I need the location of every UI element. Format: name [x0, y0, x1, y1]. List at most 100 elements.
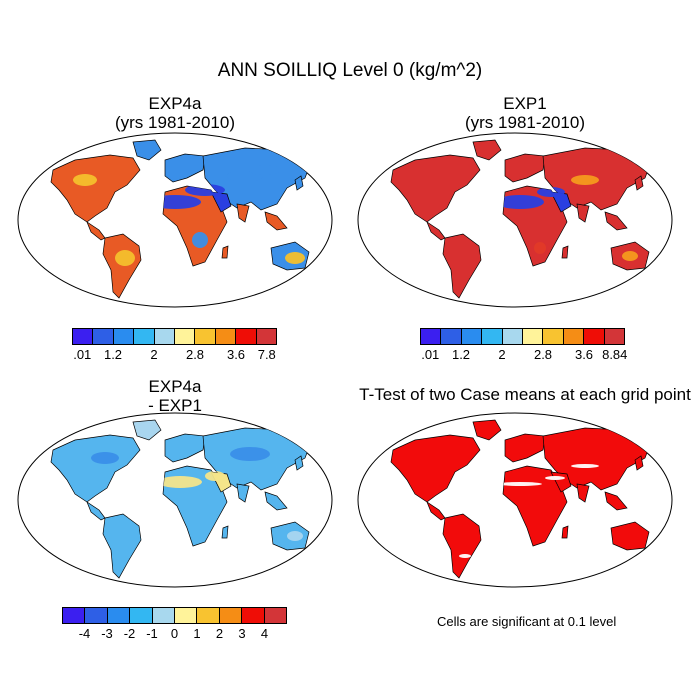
continent-arabia: [210, 191, 232, 213]
continent-south-america: [102, 513, 142, 579]
field-pattern: [496, 195, 544, 209]
continent-greenland: [472, 419, 502, 441]
continent-se-asia: [604, 211, 628, 231]
field-pattern: [91, 452, 119, 464]
panel-title-ttest: T-Test of two Case means at each grid po…: [340, 385, 700, 404]
continent-india: [576, 203, 590, 223]
colorbar-swatch: [134, 329, 155, 344]
colorbar-tick-label: 2.8: [533, 347, 553, 362]
continent-se-asia: [264, 491, 288, 511]
continent-japan: [634, 175, 644, 191]
colorbar-swatch: [242, 608, 265, 623]
panel-title-exp4a: EXP4a (yrs 1981-2010): [40, 94, 310, 132]
continent-africa: [502, 465, 568, 547]
colorbar-tick-label: 1.2: [451, 347, 471, 362]
colorbar-swatch: [264, 608, 287, 623]
colorbar-swatch: [93, 329, 114, 344]
panel-title-diff: EXP4a - EXP1: [40, 377, 310, 415]
colorbar-tick-label: 4: [260, 626, 269, 641]
continent-india: [236, 483, 250, 503]
colorbar-swatch: [107, 608, 131, 623]
map-panel-exp4a: [17, 132, 333, 308]
field-pattern: [498, 482, 542, 486]
colorbar-tick-label: 7.8: [257, 347, 276, 362]
continent-greenland: [132, 139, 162, 161]
panel-title-diff-line1: EXP4a: [148, 377, 202, 396]
colorbar-swatch: [441, 329, 462, 344]
continent-india: [236, 203, 250, 223]
colorbar-swatch: [195, 329, 216, 344]
colorbar-swatch: [523, 329, 544, 344]
panel-title-exp1-line2: (yrs 1981-2010): [464, 113, 585, 132]
panel-title-exp1-line1: EXP1: [503, 94, 547, 113]
colorbar-tick-label: 8.84: [602, 347, 628, 362]
colorbar-swatch: [421, 329, 442, 344]
significance-note: Cells are significant at 0.1 level: [437, 614, 617, 629]
field-pattern: [571, 464, 599, 468]
colorbar-tick-label: -1: [146, 626, 158, 641]
colorbar-swatch: [482, 329, 503, 344]
field-pattern: [571, 175, 599, 185]
colorbar-swatch: [63, 608, 86, 623]
continent-japan: [634, 455, 644, 471]
colorbar-tick-label: 1.2: [103, 347, 123, 362]
panel-title-exp4a-line1: EXP4a: [148, 94, 202, 113]
field-pattern: [287, 531, 303, 541]
colorbar-tick-label: 1: [193, 626, 201, 641]
continent-south-america: [442, 233, 482, 299]
continent-north-america: [390, 154, 481, 223]
continent-north-america: [390, 434, 481, 503]
field-pattern: [205, 471, 225, 481]
colorbar-swatch: [154, 329, 176, 344]
colorbar-swatch: [130, 608, 153, 623]
continent-central-america: [86, 221, 106, 241]
continent-se-asia: [264, 211, 288, 231]
colorbar-swatch: [197, 608, 220, 623]
map-panel-exp1: [357, 132, 673, 308]
colorbar-tick-label: 2: [215, 626, 224, 641]
continent-se-asia: [604, 491, 628, 511]
panel-title-diff-line2: - EXP1: [148, 396, 202, 415]
field-pattern: [545, 476, 565, 480]
colorbar-tick-label: 2: [498, 347, 506, 362]
field-pattern: [158, 476, 202, 488]
colorbar-tick-label: 3: [238, 626, 246, 641]
panel-title-ttest-line1: T-Test of two Case means at each grid po…: [359, 385, 691, 404]
colorbar-swatch: [215, 329, 237, 344]
colorbar-swatch: [175, 329, 196, 344]
continent-india: [576, 483, 590, 503]
field-pattern: [285, 252, 305, 264]
field-pattern: [534, 242, 546, 254]
colorbar-swatch: [604, 329, 625, 344]
continent-europe: [164, 433, 206, 463]
map-panel-diff: [17, 412, 333, 588]
colorbar-tick-label: 3.6: [226, 347, 246, 362]
colorbar-tick-label: -4: [78, 626, 91, 641]
continent-greenland: [132, 419, 162, 441]
continent-madagascar: [221, 525, 229, 539]
continent-central-america: [426, 501, 446, 521]
continent-japan: [294, 455, 304, 471]
field-pattern: [73, 174, 97, 186]
continent-madagascar: [561, 525, 569, 539]
field-pattern: [230, 447, 270, 461]
colorbar-swatch: [152, 608, 176, 623]
continent-europe: [164, 153, 206, 183]
colorbar-swatch: [461, 329, 483, 344]
colorbar-tick-label: -3: [101, 626, 113, 641]
colorbar-swatch: [563, 329, 585, 344]
continent-central-america: [86, 501, 106, 521]
field-pattern: [249, 165, 281, 175]
continent-north-america: [50, 154, 141, 223]
continent-central-america: [426, 221, 446, 241]
panel-title-exp4a-line2: (yrs 1981-2010): [114, 113, 235, 132]
colorbar-swatch: [85, 608, 108, 623]
colorbar-tick-label: 0: [170, 626, 179, 641]
colorbar-diff: [62, 607, 287, 624]
continent-australia: [610, 521, 650, 551]
continent-europe: [504, 153, 546, 183]
continent-madagascar: [561, 245, 569, 259]
field-pattern: [622, 251, 638, 261]
colorbar-tick-label: .01: [73, 347, 92, 362]
colorbar-tick-label: 3.6: [574, 347, 594, 362]
